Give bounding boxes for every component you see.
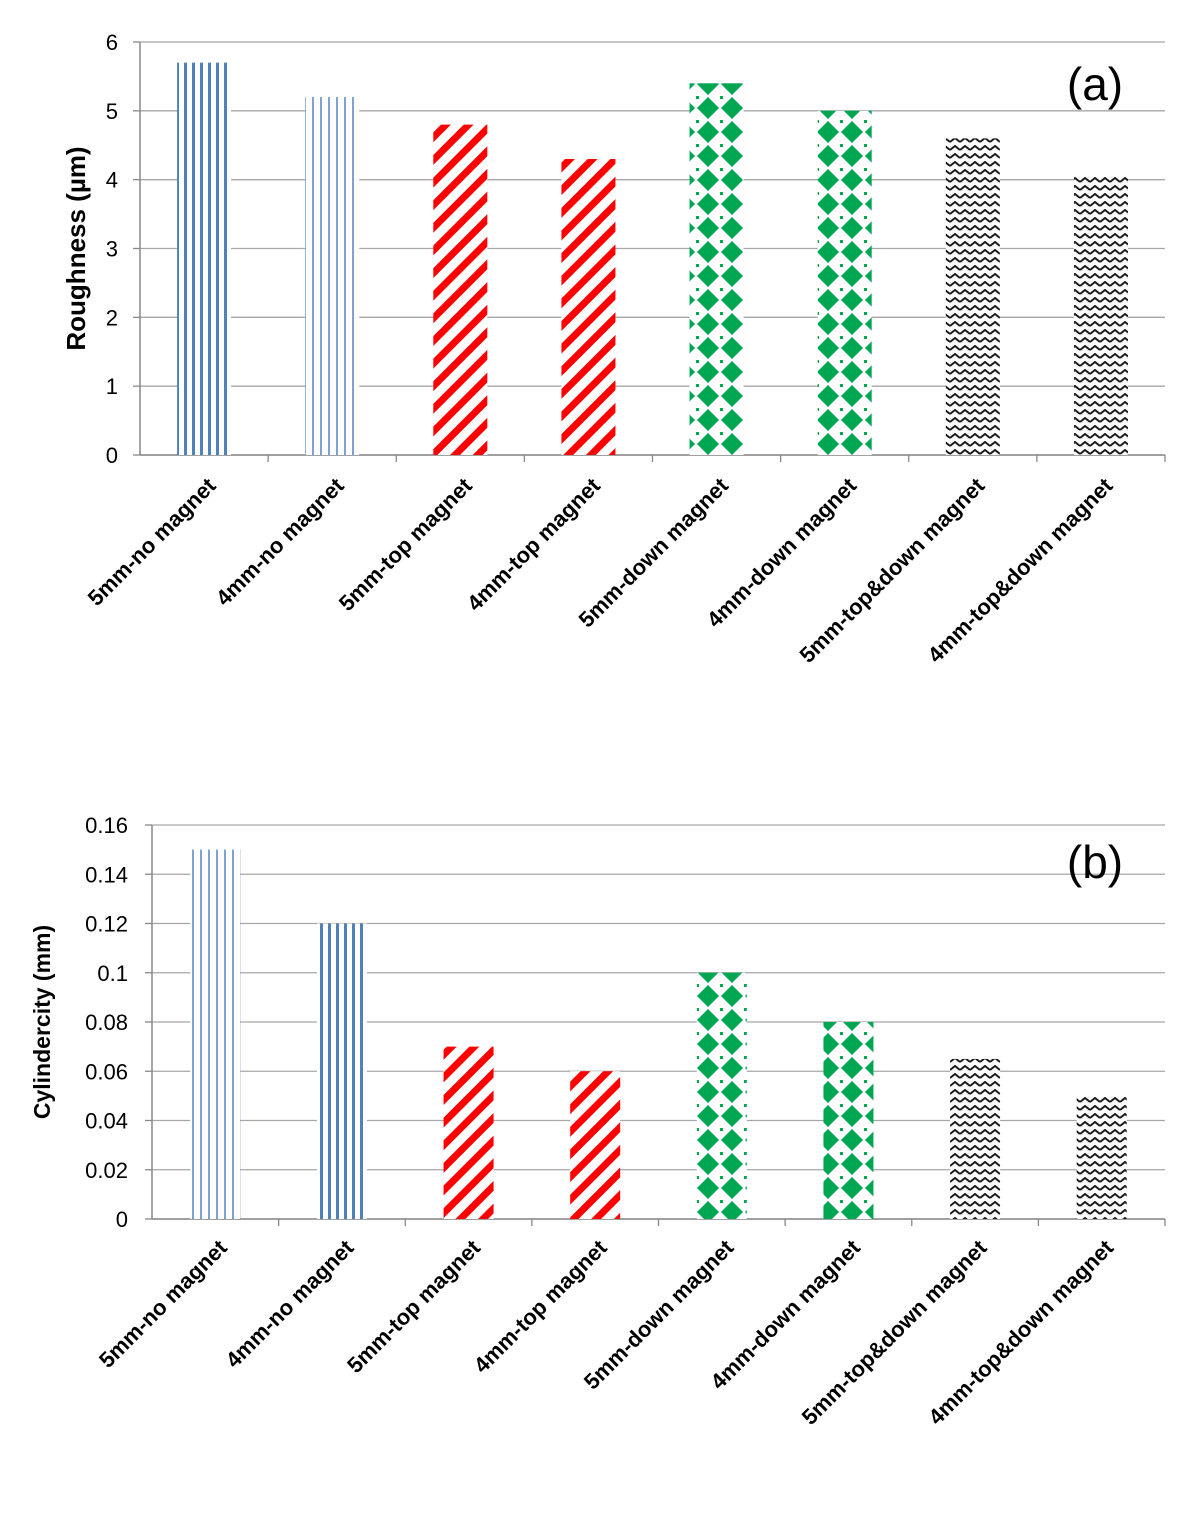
y-tick-label: 2 — [106, 305, 118, 330]
y-tick-label: 5 — [106, 99, 118, 124]
y-tick-label: 0.16 — [85, 813, 128, 838]
bar — [190, 849, 241, 1219]
y-tick-label: 0.02 — [85, 1158, 128, 1183]
x-category-label: 5mm-top magnet — [334, 472, 477, 615]
bar — [1073, 176, 1128, 455]
bar — [945, 138, 1000, 455]
y-tick-label: 0.06 — [85, 1059, 128, 1084]
bar — [433, 124, 488, 455]
bar — [696, 972, 747, 1219]
y-tick-label: 3 — [106, 237, 118, 262]
x-category-label: 5mm-no magnet — [83, 472, 221, 610]
y-tick-label: 0.14 — [85, 862, 128, 887]
bar — [1076, 1095, 1127, 1219]
bar — [817, 110, 872, 455]
x-category-label: 4mm-no magnet — [211, 472, 349, 610]
bar — [950, 1058, 1001, 1219]
x-category-label: 5mm-top magnet — [342, 1234, 485, 1377]
y-tick-label: 0.12 — [85, 912, 128, 937]
y-tick-label: 4 — [106, 168, 118, 193]
bar — [689, 83, 744, 456]
y-tick-label: 0.04 — [85, 1109, 128, 1134]
bar — [177, 62, 232, 456]
chart-panel-b: 0 0.02 0.04 0.06 0.08 0.1 0.12 0.14 0.16 5mm-no m… — [29, 813, 1166, 1430]
x-category-label: 4mm-top magnet — [469, 1234, 612, 1377]
x-category-label: 4mm-no magnet — [221, 1234, 359, 1372]
y-tick-label: 0.1 — [97, 961, 128, 986]
y-tick-label: 6 — [106, 30, 118, 55]
panel-label: (a) — [1067, 58, 1123, 110]
y-axis-title: Cylindercity (mm) — [29, 925, 55, 1119]
bar — [823, 1022, 874, 1219]
x-category-label: 4mm-top magnet — [462, 472, 605, 615]
bar — [443, 1046, 494, 1219]
bar — [316, 923, 367, 1219]
y-tick-label: 1 — [106, 374, 118, 399]
bar — [561, 159, 616, 455]
bar — [570, 1071, 621, 1219]
y-axis-title: Roughness (µm) — [61, 146, 91, 350]
bar — [305, 97, 360, 456]
y-tick-label: 0.08 — [85, 1010, 128, 1035]
y-tick-label: 0 — [116, 1207, 128, 1232]
panel-label: (b) — [1067, 836, 1123, 888]
y-tick-label: 0 — [106, 443, 118, 468]
x-category-label: 5mm-no magnet — [94, 1234, 232, 1372]
